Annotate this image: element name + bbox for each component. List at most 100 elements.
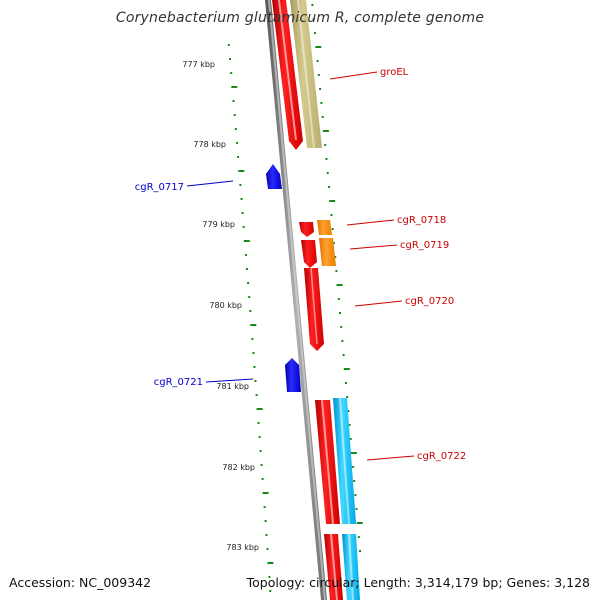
label-cgR_0719[interactable]: cgR_0719 <box>400 240 449 251</box>
gc-skew-dots <box>227 4 363 592</box>
gc-dot <box>339 312 341 314</box>
gc-dot <box>331 228 334 230</box>
gc-dot <box>241 212 244 214</box>
gc-dot <box>342 354 345 356</box>
gc-dot <box>319 88 322 90</box>
gc-dot <box>353 480 356 482</box>
cds-white-highlight <box>339 397 350 525</box>
gc-dot <box>359 550 361 552</box>
gc-dot <box>341 340 344 342</box>
tick-label: 780 kbp <box>209 301 242 310</box>
cds-white-highlight <box>297 0 315 149</box>
gc-dot <box>350 452 357 454</box>
gene-cgR_0717-bar <box>266 164 282 189</box>
gc-dot <box>340 326 343 328</box>
label-cgR_0718[interactable]: cgR_0718 <box>397 215 446 226</box>
gc-dot <box>227 44 230 46</box>
gc-dot <box>247 282 250 284</box>
gc-dot <box>233 114 236 116</box>
cds-forward-bar <box>301 240 317 268</box>
gc-dot <box>315 46 322 48</box>
cds-reverse-lane <box>266 164 301 392</box>
gc-dot <box>347 410 350 412</box>
cog-forward-lane <box>290 0 360 600</box>
gene-cgR_0719-bar <box>319 238 336 266</box>
gc-dot <box>255 394 258 396</box>
label-cgR_0720[interactable]: cgR_0720 <box>405 296 454 307</box>
gc-dot <box>336 284 343 286</box>
gc-dot <box>329 200 336 202</box>
gc-dot <box>348 424 351 426</box>
tick-label: 783 kbp <box>226 543 259 552</box>
tick-label: 778 kbp <box>193 140 226 149</box>
gc-dot <box>262 492 269 494</box>
gc-dot <box>325 158 328 160</box>
cds-white-highlight <box>310 267 318 345</box>
gc-dot <box>253 366 256 368</box>
ruler-ticks: 777 kbp 778 kbp 779 kbp 780 kbp 781 kbp … <box>182 60 259 552</box>
gc-dot <box>267 562 274 564</box>
gc-dot <box>357 536 360 538</box>
cds-forward-bar <box>299 222 314 237</box>
label-cgR_0722[interactable]: cgR_0722 <box>417 451 466 462</box>
cgR_0721-leader <box>205 378 254 383</box>
map-title: Corynebacterium glutamicum R, complete g… <box>115 10 485 26</box>
gc-dot <box>352 466 355 468</box>
gene-cgR_0718-bar <box>317 220 332 235</box>
cds-white-highlight <box>348 533 354 600</box>
gc-dot <box>326 172 329 174</box>
gc-dot <box>346 396 349 398</box>
gc-dot <box>252 352 255 354</box>
gc-dot <box>246 268 248 270</box>
gc-dot <box>312 18 315 20</box>
gc-dot <box>265 534 268 536</box>
gc-dot <box>232 100 235 102</box>
tick-label: 782 kbp <box>222 463 255 472</box>
topology-label: Topology: circular; Length: 3,314,179 bp… <box>246 575 590 590</box>
gc-dot <box>261 478 264 480</box>
gc-dot <box>230 72 233 74</box>
gc-dot <box>322 130 329 132</box>
tick-label: 779 kbp <box>202 220 235 229</box>
gc-dot <box>337 298 340 300</box>
gc-dot <box>240 198 243 200</box>
chromosome-backbone-highlight <box>268 0 326 600</box>
label-cgR_0721[interactable]: cgR_0721 <box>154 377 203 388</box>
gene-cgR_0721-bar <box>285 358 301 392</box>
gc-dot <box>242 226 245 228</box>
cds-forward-lane <box>272 0 343 600</box>
label-groEL[interactable]: groEL <box>380 67 409 78</box>
gc-dot <box>355 508 358 510</box>
cds-white-highlight <box>330 533 338 600</box>
gc-dot <box>317 74 320 76</box>
label-cgR_0717[interactable]: cgR_0717 <box>135 182 184 193</box>
gc-dot <box>250 324 257 326</box>
cgR_0720-leader <box>354 300 403 307</box>
gc-dot <box>335 270 338 272</box>
gc-dot <box>236 142 238 144</box>
gc-dot <box>345 382 347 384</box>
accession-label: Accession: NC_009342 <box>9 575 152 590</box>
gc-dot <box>260 464 263 466</box>
gc-dot <box>239 184 242 186</box>
gc-dot <box>256 408 263 410</box>
gc-dot <box>343 368 350 370</box>
tick-label: 781 kbp <box>216 382 249 391</box>
gc-dot <box>334 256 337 258</box>
gc-dot <box>264 520 267 522</box>
gc-dot <box>330 214 333 216</box>
gc-dot <box>349 438 352 440</box>
gc-dot <box>229 58 231 60</box>
gc-dot <box>314 32 316 34</box>
cds-white-highlight <box>278 0 297 141</box>
gc-dot <box>311 4 314 6</box>
gc-dot <box>328 186 330 188</box>
gc-dot <box>248 296 251 298</box>
gc-dot <box>320 102 323 104</box>
gc-dot <box>321 116 324 118</box>
gc-dot <box>356 522 363 524</box>
gc-dot <box>324 144 327 146</box>
gc-dot <box>251 338 254 340</box>
gc-dot <box>237 156 240 158</box>
